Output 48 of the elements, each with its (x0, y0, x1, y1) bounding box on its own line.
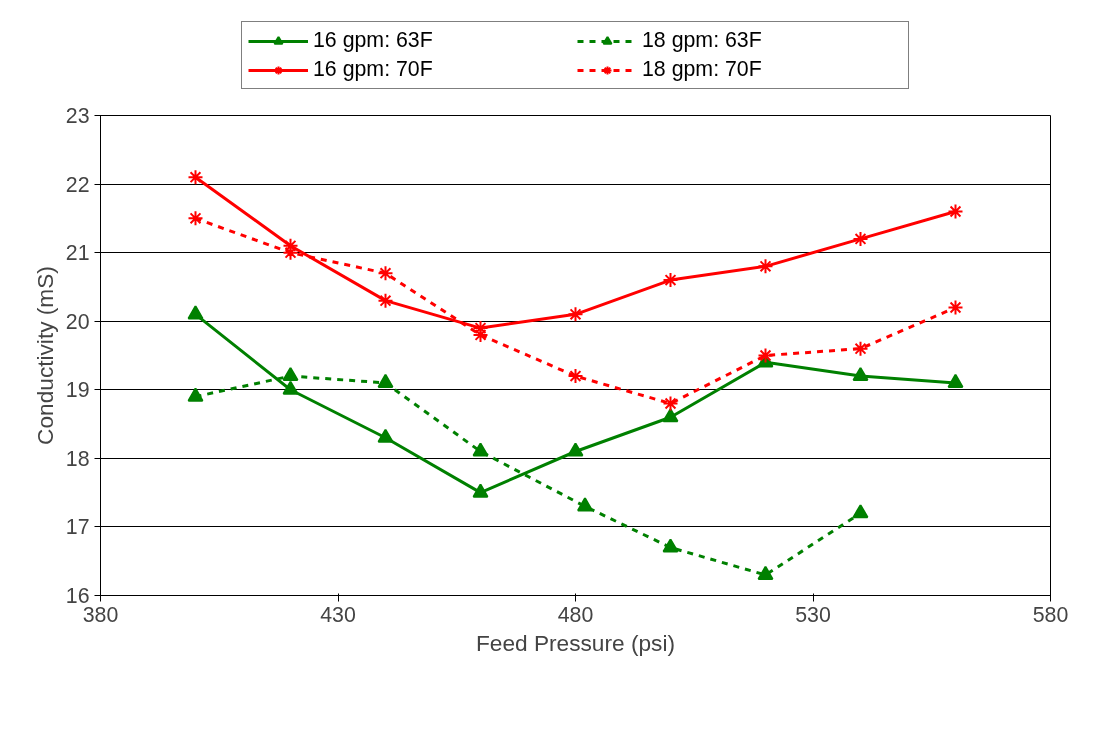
point (567, 442, 584, 457)
point (757, 258, 774, 275)
point (577, 497, 593, 512)
point (757, 347, 774, 364)
y-tick-label: 22 (65, 172, 90, 197)
point (947, 299, 964, 316)
legend-label: 16 gpm: 63F (313, 28, 434, 53)
y-tick-label: 20 (65, 309, 90, 334)
y-tick-label: 23 (65, 104, 90, 128)
point (187, 387, 204, 402)
point (377, 292, 394, 309)
point (567, 306, 584, 323)
point (377, 428, 394, 443)
point (187, 169, 204, 186)
x-tick-label: 530 (795, 602, 831, 627)
legend-label: 18 gpm: 63F (642, 28, 763, 53)
point (852, 366, 869, 382)
point (852, 230, 869, 247)
point (282, 380, 299, 395)
x-axis-title: Feed Pressure (psi) (476, 629, 675, 656)
point (282, 237, 299, 254)
y-tick-label: 17 (65, 515, 90, 540)
x-tick-label: 430 (320, 602, 356, 627)
point (282, 366, 299, 382)
point (187, 210, 204, 227)
y-tick-label: 19 (65, 378, 90, 403)
point (852, 340, 869, 357)
y-tick-label: 18 (65, 446, 90, 471)
x-tick-label: 580 (1032, 602, 1069, 627)
point (947, 203, 964, 220)
x-tick-label: 480 (557, 602, 594, 627)
point (662, 408, 679, 423)
y-axis-title: Conductivity (mS) (31, 266, 58, 445)
point (377, 373, 394, 388)
point (662, 538, 679, 553)
point (947, 373, 964, 388)
point (187, 305, 204, 320)
point (472, 442, 489, 457)
y-tick-label: 21 (65, 241, 90, 266)
point (662, 395, 679, 412)
point (662, 272, 679, 289)
point (472, 483, 489, 498)
legend-label: 16 gpm: 70F (313, 57, 434, 82)
point (377, 265, 394, 282)
point (757, 565, 774, 580)
point (852, 504, 869, 519)
point (567, 368, 584, 385)
legend-label: 18 gpm: 70F (642, 57, 763, 82)
